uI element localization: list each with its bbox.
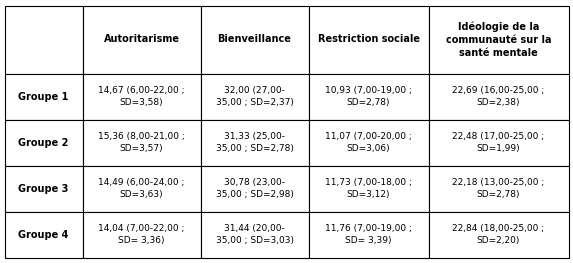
Bar bbox=[83, 6, 201, 73]
Text: Idéologie de la
communauté sur la
santé mentale: Idéologie de la communauté sur la santé … bbox=[446, 21, 551, 58]
Text: 22,84 (18,00-25,00 ;
SD=2,20): 22,84 (18,00-25,00 ; SD=2,20) bbox=[453, 224, 544, 245]
Text: 14,04 (7,00-22,00 ;
SD= 3,36): 14,04 (7,00-22,00 ; SD= 3,36) bbox=[99, 224, 185, 245]
Bar bbox=[201, 73, 308, 119]
Text: Bienveillance: Bienveillance bbox=[218, 34, 292, 44]
Bar bbox=[5, 73, 83, 119]
Bar bbox=[201, 6, 308, 73]
Bar bbox=[83, 211, 201, 257]
Text: Groupe 2: Groupe 2 bbox=[18, 138, 69, 148]
Bar bbox=[83, 73, 201, 119]
Bar bbox=[308, 211, 429, 257]
Text: Groupe 3: Groupe 3 bbox=[18, 184, 69, 194]
Bar bbox=[429, 119, 568, 165]
Bar bbox=[83, 165, 201, 211]
Text: Autoritarisme: Autoritarisme bbox=[104, 34, 179, 44]
Text: 15,36 (8,00-21,00 ;
SD=3,57): 15,36 (8,00-21,00 ; SD=3,57) bbox=[98, 132, 185, 153]
Text: 22,69 (16,00-25,00 ;
SD=2,38): 22,69 (16,00-25,00 ; SD=2,38) bbox=[452, 86, 544, 107]
Bar bbox=[5, 211, 83, 257]
Text: 14,67 (6,00-22,00 ;
SD=3,58): 14,67 (6,00-22,00 ; SD=3,58) bbox=[98, 86, 185, 107]
Text: 14,49 (6,00-24,00 ;
SD=3,63): 14,49 (6,00-24,00 ; SD=3,63) bbox=[99, 178, 185, 199]
Bar bbox=[201, 165, 308, 211]
Bar bbox=[5, 165, 83, 211]
Text: Groupe 4: Groupe 4 bbox=[18, 230, 69, 240]
Bar bbox=[201, 211, 308, 257]
Bar bbox=[429, 165, 568, 211]
Text: 10,93 (7,00-19,00 ;
SD=2,78): 10,93 (7,00-19,00 ; SD=2,78) bbox=[325, 86, 412, 107]
Bar bbox=[429, 211, 568, 257]
Text: 22,18 (13,00-25,00 ;
SD=2,78): 22,18 (13,00-25,00 ; SD=2,78) bbox=[452, 178, 544, 199]
Bar bbox=[5, 6, 83, 73]
Text: 31,33 (25,00-
35,00 ; SD=2,78): 31,33 (25,00- 35,00 ; SD=2,78) bbox=[215, 132, 293, 153]
Bar bbox=[308, 165, 429, 211]
Text: 11,76 (7,00-19,00 ;
SD= 3,39): 11,76 (7,00-19,00 ; SD= 3,39) bbox=[325, 224, 412, 245]
Text: Groupe 1: Groupe 1 bbox=[18, 92, 69, 102]
Text: 31,44 (20,00-
35,00 ; SD=3,03): 31,44 (20,00- 35,00 ; SD=3,03) bbox=[215, 224, 293, 245]
Bar bbox=[201, 119, 308, 165]
Bar bbox=[308, 119, 429, 165]
Bar bbox=[308, 6, 429, 73]
Text: 11,73 (7,00-18,00 ;
SD=3,12): 11,73 (7,00-18,00 ; SD=3,12) bbox=[325, 178, 412, 199]
Bar bbox=[429, 6, 568, 73]
Text: Restriction sociale: Restriction sociale bbox=[317, 34, 419, 44]
Bar bbox=[5, 119, 83, 165]
Text: 32,00 (27,00-
35,00 ; SD=2,37): 32,00 (27,00- 35,00 ; SD=2,37) bbox=[215, 86, 293, 107]
Text: 11,07 (7,00-20,00 ;
SD=3,06): 11,07 (7,00-20,00 ; SD=3,06) bbox=[325, 132, 412, 153]
Bar bbox=[83, 119, 201, 165]
Text: 30,78 (23,00-
35,00 ; SD=2,98): 30,78 (23,00- 35,00 ; SD=2,98) bbox=[215, 178, 293, 199]
Bar bbox=[308, 73, 429, 119]
Text: 22,48 (17,00-25,00 ;
SD=1,99): 22,48 (17,00-25,00 ; SD=1,99) bbox=[453, 132, 544, 153]
Bar bbox=[429, 73, 568, 119]
